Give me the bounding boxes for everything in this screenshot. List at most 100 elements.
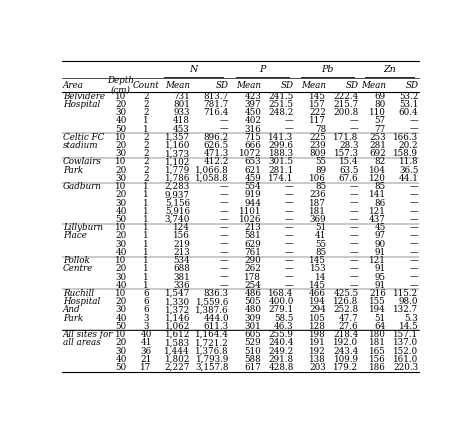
Text: Depth
(cm): Depth (cm) — [108, 76, 134, 95]
Text: 611.3: 611.3 — [204, 322, 229, 331]
Text: 809: 809 — [309, 149, 326, 158]
Text: Celtic FC: Celtic FC — [63, 133, 104, 142]
Text: 2: 2 — [143, 133, 149, 142]
Text: —: — — [220, 231, 229, 240]
Text: 69: 69 — [375, 92, 386, 101]
Text: 1,387.6: 1,387.6 — [195, 305, 229, 314]
Text: —: — — [409, 240, 418, 249]
Text: 91: 91 — [375, 281, 386, 290]
Text: Park: Park — [63, 166, 83, 175]
Text: Cowlairs: Cowlairs — [63, 157, 102, 167]
Text: 20: 20 — [115, 297, 126, 306]
Text: —: — — [285, 125, 294, 134]
Text: 10: 10 — [115, 223, 126, 232]
Text: 510: 510 — [244, 346, 261, 356]
Text: 21: 21 — [140, 355, 151, 364]
Text: 1: 1 — [143, 207, 149, 216]
Text: —: — — [220, 198, 229, 208]
Text: 3,157.8: 3,157.8 — [196, 363, 229, 372]
Text: 117: 117 — [309, 116, 326, 125]
Text: 1: 1 — [143, 125, 149, 134]
Text: 236: 236 — [309, 190, 326, 199]
Text: 40: 40 — [115, 116, 126, 125]
Text: 10: 10 — [115, 157, 126, 167]
Text: —: — — [220, 240, 229, 249]
Text: —: — — [220, 190, 229, 199]
Text: 121: 121 — [369, 207, 386, 216]
Text: 1,786: 1,786 — [164, 174, 190, 183]
Text: 453: 453 — [173, 125, 190, 134]
Text: 2: 2 — [143, 92, 149, 101]
Text: —: — — [350, 182, 359, 191]
Text: 1: 1 — [143, 281, 149, 290]
Text: —: — — [350, 198, 359, 208]
Text: 30: 30 — [116, 108, 126, 117]
Text: 174.1: 174.1 — [268, 174, 294, 183]
Text: 40: 40 — [115, 248, 126, 257]
Text: 41: 41 — [140, 338, 152, 347]
Text: 316: 316 — [244, 125, 261, 134]
Text: 179.2: 179.2 — [333, 363, 359, 372]
Text: 20: 20 — [115, 190, 126, 199]
Text: 1: 1 — [143, 223, 149, 232]
Text: 301: 301 — [244, 322, 261, 331]
Text: Ruchill: Ruchill — [63, 289, 94, 298]
Text: 128: 128 — [309, 322, 326, 331]
Text: 89: 89 — [315, 166, 326, 175]
Text: 588: 588 — [244, 355, 261, 364]
Text: 40: 40 — [115, 314, 126, 323]
Text: 53.2: 53.2 — [399, 92, 418, 101]
Text: —: — — [220, 182, 229, 191]
Text: N: N — [189, 65, 198, 74]
Text: 428.8: 428.8 — [268, 363, 294, 372]
Text: Lillyburn: Lillyburn — [63, 223, 103, 232]
Text: 1: 1 — [143, 182, 149, 191]
Text: Count: Count — [133, 81, 159, 90]
Text: 55: 55 — [315, 157, 326, 167]
Text: 896.2: 896.2 — [204, 133, 229, 142]
Text: 1,066.8: 1,066.8 — [195, 166, 229, 175]
Text: 105: 105 — [309, 314, 326, 323]
Text: 168.4: 168.4 — [268, 289, 294, 298]
Text: 187: 187 — [309, 198, 326, 208]
Text: 251.5: 251.5 — [269, 100, 294, 109]
Text: 28.3: 28.3 — [339, 141, 359, 150]
Text: 581: 581 — [244, 231, 261, 240]
Text: 15.4: 15.4 — [339, 157, 359, 167]
Text: 459: 459 — [244, 174, 261, 183]
Text: 1101: 1101 — [239, 207, 261, 216]
Text: 400.0: 400.0 — [268, 297, 294, 306]
Text: 145: 145 — [309, 92, 326, 101]
Text: 716.4: 716.4 — [204, 108, 229, 117]
Text: 180: 180 — [369, 330, 386, 339]
Text: —: — — [350, 231, 359, 240]
Text: 30: 30 — [116, 174, 126, 183]
Text: 10: 10 — [115, 289, 126, 298]
Text: —: — — [409, 231, 418, 240]
Text: Pollok: Pollok — [63, 256, 90, 265]
Text: 281: 281 — [369, 141, 386, 150]
Text: P: P — [259, 65, 266, 74]
Text: 55: 55 — [315, 240, 326, 249]
Text: 6: 6 — [143, 305, 149, 314]
Text: —: — — [409, 207, 418, 216]
Text: —: — — [285, 264, 294, 273]
Text: 194: 194 — [309, 297, 326, 306]
Text: 178: 178 — [244, 272, 261, 282]
Text: 1,058.8: 1,058.8 — [195, 174, 229, 183]
Text: 145: 145 — [309, 256, 326, 265]
Text: 45: 45 — [375, 223, 386, 232]
Text: Zn: Zn — [383, 65, 396, 74]
Text: 20: 20 — [115, 166, 126, 175]
Text: 281.1: 281.1 — [268, 166, 294, 175]
Text: Mean: Mean — [361, 81, 386, 90]
Text: 248.2: 248.2 — [268, 108, 294, 117]
Text: 1,559.6: 1,559.6 — [196, 297, 229, 306]
Text: Park: Park — [63, 314, 83, 323]
Text: 220.3: 220.3 — [393, 363, 418, 372]
Text: 1: 1 — [143, 256, 149, 265]
Text: 2: 2 — [143, 157, 149, 167]
Text: 86: 86 — [375, 198, 386, 208]
Text: 219: 219 — [173, 240, 190, 249]
Text: 715: 715 — [244, 133, 261, 142]
